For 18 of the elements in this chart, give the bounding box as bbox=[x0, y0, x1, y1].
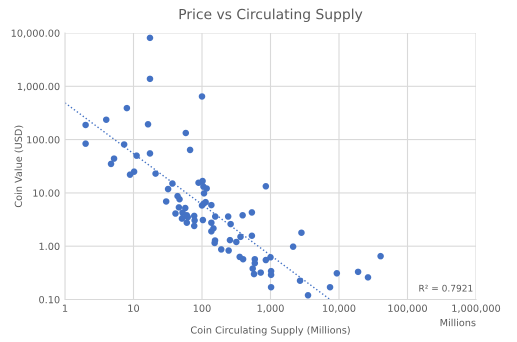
text: Millions bbox=[440, 318, 476, 326]
x-tick-label: 1,000,000 bbox=[452, 304, 500, 313]
y-tick-label: 100.00 bbox=[27, 136, 60, 144]
x-tick-label: 10,000 bbox=[323, 304, 356, 313]
y-axis-title: Coin Value (USD) bbox=[14, 126, 24, 208]
x-tick-label: 1 bbox=[62, 304, 68, 312]
x-tick-label: 1,000 bbox=[258, 304, 284, 313]
x-tick-label: 100,000 bbox=[388, 304, 427, 313]
y-tick-label: 1.00 bbox=[40, 242, 60, 250]
y-tick-label: 1,000.00 bbox=[18, 82, 60, 92]
x-tick-label: 100 bbox=[194, 304, 211, 312]
y-tick-label: 0.10 bbox=[39, 296, 60, 304]
annotation: R² = 0.7921 bbox=[419, 284, 472, 292]
y-tick-label: 10.00 bbox=[33, 189, 60, 197]
y-tick-label: 10,000.00 bbox=[12, 29, 60, 38]
x-tick-label: 10 bbox=[128, 304, 140, 312]
chart-title: Price vs Circulating Supply bbox=[180, 8, 362, 22]
x-axis-title: Coin Circulating Supply (Millions) bbox=[190, 326, 350, 336]
